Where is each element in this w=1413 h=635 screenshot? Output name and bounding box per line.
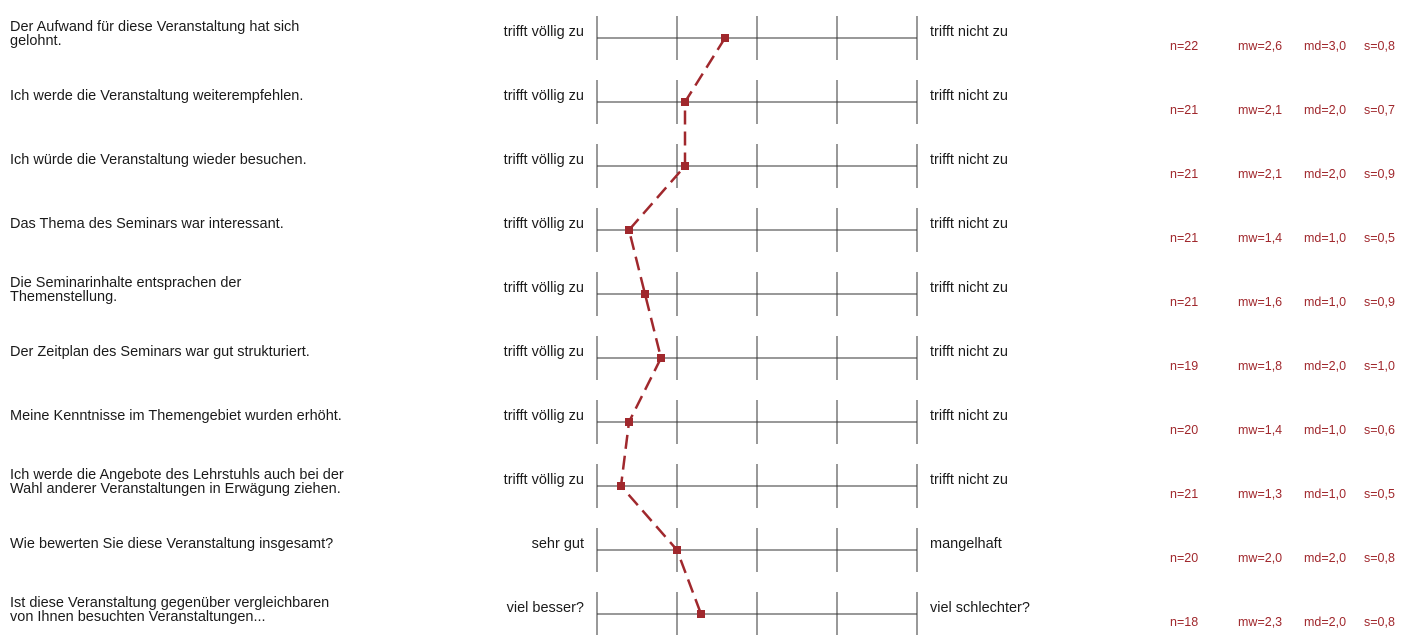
stat-sd: s=0,6 [1364, 423, 1395, 437]
profile-line [619, 37, 727, 615]
question-text: Meine Kenntnisse im Themengebiet wurden … [10, 408, 342, 424]
right-pole-label: trifft nicht zu [930, 88, 1008, 104]
stat-mean: mw=2,1 [1238, 103, 1282, 117]
left-pole-label: trifft völlig zu [504, 24, 584, 40]
question-text: Ich werde die Angebote des Lehrstuhls au… [10, 467, 344, 483]
mean-marker [681, 162, 689, 170]
stat-mean: mw=1,8 [1238, 359, 1282, 373]
question-text: Der Aufwand für diese Veranstaltung hat … [10, 19, 299, 35]
left-pole-label: trifft völlig zu [504, 280, 584, 296]
stat-n: n=21 [1170, 295, 1198, 309]
question-text: gelohnt. [10, 33, 62, 49]
right-pole-label: trifft nicht zu [930, 216, 1008, 232]
stat-mean: mw=1,3 [1238, 487, 1282, 501]
left-pole-label: trifft völlig zu [504, 152, 584, 168]
stat-sd: s=0,8 [1364, 615, 1395, 629]
question-text: Ich würde die Veranstaltung wieder besuc… [10, 152, 307, 168]
stat-median: md=1,0 [1304, 423, 1346, 437]
right-pole-label: trifft nicht zu [930, 344, 1008, 360]
stat-mean: mw=2,6 [1238, 39, 1282, 53]
stat-median: md=1,0 [1304, 231, 1346, 245]
question-text: Wie bewerten Sie diese Veranstaltung ins… [10, 536, 333, 552]
stat-sd: s=0,5 [1364, 487, 1395, 501]
right-pole-label: trifft nicht zu [930, 408, 1008, 424]
mean-marker [625, 418, 633, 426]
right-pole-label: mangelhaft [930, 536, 1002, 552]
mean-marker [641, 290, 649, 298]
question-text: Das Thema des Seminars war interessant. [10, 216, 284, 232]
stat-n: n=21 [1170, 167, 1198, 181]
stat-mean: mw=2,1 [1238, 167, 1282, 181]
question-text: Ist diese Veranstaltung gegenüber vergle… [10, 595, 329, 611]
question-text: Themenstellung. [10, 289, 117, 305]
stat-median: md=2,0 [1304, 551, 1346, 565]
right-pole-label: viel schlechter? [930, 600, 1030, 616]
question-text: Wahl anderer Veranstaltungen in Erwägung… [10, 481, 341, 497]
stat-sd: s=0,7 [1364, 103, 1395, 117]
left-pole-label: trifft völlig zu [504, 344, 584, 360]
left-pole-label: trifft völlig zu [504, 472, 584, 488]
stat-sd: s=0,9 [1364, 167, 1395, 181]
stat-sd: s=0,8 [1364, 551, 1395, 565]
stat-median: md=2,0 [1304, 167, 1346, 181]
stat-median: md=1,0 [1304, 295, 1346, 309]
mean-marker [617, 482, 625, 490]
right-pole-label: trifft nicht zu [930, 280, 1008, 296]
left-pole-label: sehr gut [532, 536, 584, 552]
stat-mean: mw=2,0 [1238, 551, 1282, 565]
stat-mean: mw=2,3 [1238, 615, 1282, 629]
stat-n: n=21 [1170, 103, 1198, 117]
left-pole-label: trifft völlig zu [504, 216, 584, 232]
question-text: Ich werde die Veranstaltung weiterempfeh… [10, 88, 303, 104]
question-text: von Ihnen besuchten Veranstaltungen... [10, 609, 266, 625]
question-text: Die Seminarinhalte entsprachen der [10, 275, 241, 291]
left-pole-label: viel besser? [507, 600, 584, 616]
stat-median: md=1,0 [1304, 487, 1346, 501]
stat-n: n=20 [1170, 551, 1198, 565]
right-pole-label: trifft nicht zu [930, 152, 1008, 168]
right-pole-label: trifft nicht zu [930, 24, 1008, 40]
stat-n: n=21 [1170, 231, 1198, 245]
mean-marker [657, 354, 665, 362]
stat-n: n=19 [1170, 359, 1198, 373]
stat-sd: s=0,8 [1364, 39, 1395, 53]
stat-n: n=22 [1170, 39, 1198, 53]
mean-marker [673, 546, 681, 554]
mean-marker [625, 226, 633, 234]
stat-median: md=2,0 [1304, 615, 1346, 629]
stat-sd: s=0,9 [1364, 295, 1395, 309]
stat-n: n=20 [1170, 423, 1198, 437]
mean-marker [681, 98, 689, 106]
stat-mean: mw=1,4 [1238, 231, 1282, 245]
stat-sd: s=0,5 [1364, 231, 1395, 245]
stat-sd: s=1,0 [1364, 359, 1395, 373]
right-pole-label: trifft nicht zu [930, 472, 1008, 488]
stat-median: md=3,0 [1304, 39, 1346, 53]
stat-n: n=21 [1170, 487, 1198, 501]
stat-median: md=2,0 [1304, 359, 1346, 373]
stat-median: md=2,0 [1304, 103, 1346, 117]
question-text: Der Zeitplan des Seminars war gut strukt… [10, 344, 310, 360]
stat-mean: mw=1,6 [1238, 295, 1282, 309]
stat-n: n=18 [1170, 615, 1198, 629]
left-pole-label: trifft völlig zu [504, 408, 584, 424]
left-pole-label: trifft völlig zu [504, 88, 584, 104]
mean-marker [721, 34, 729, 42]
mean-marker [697, 610, 705, 618]
stat-mean: mw=1,4 [1238, 423, 1282, 437]
